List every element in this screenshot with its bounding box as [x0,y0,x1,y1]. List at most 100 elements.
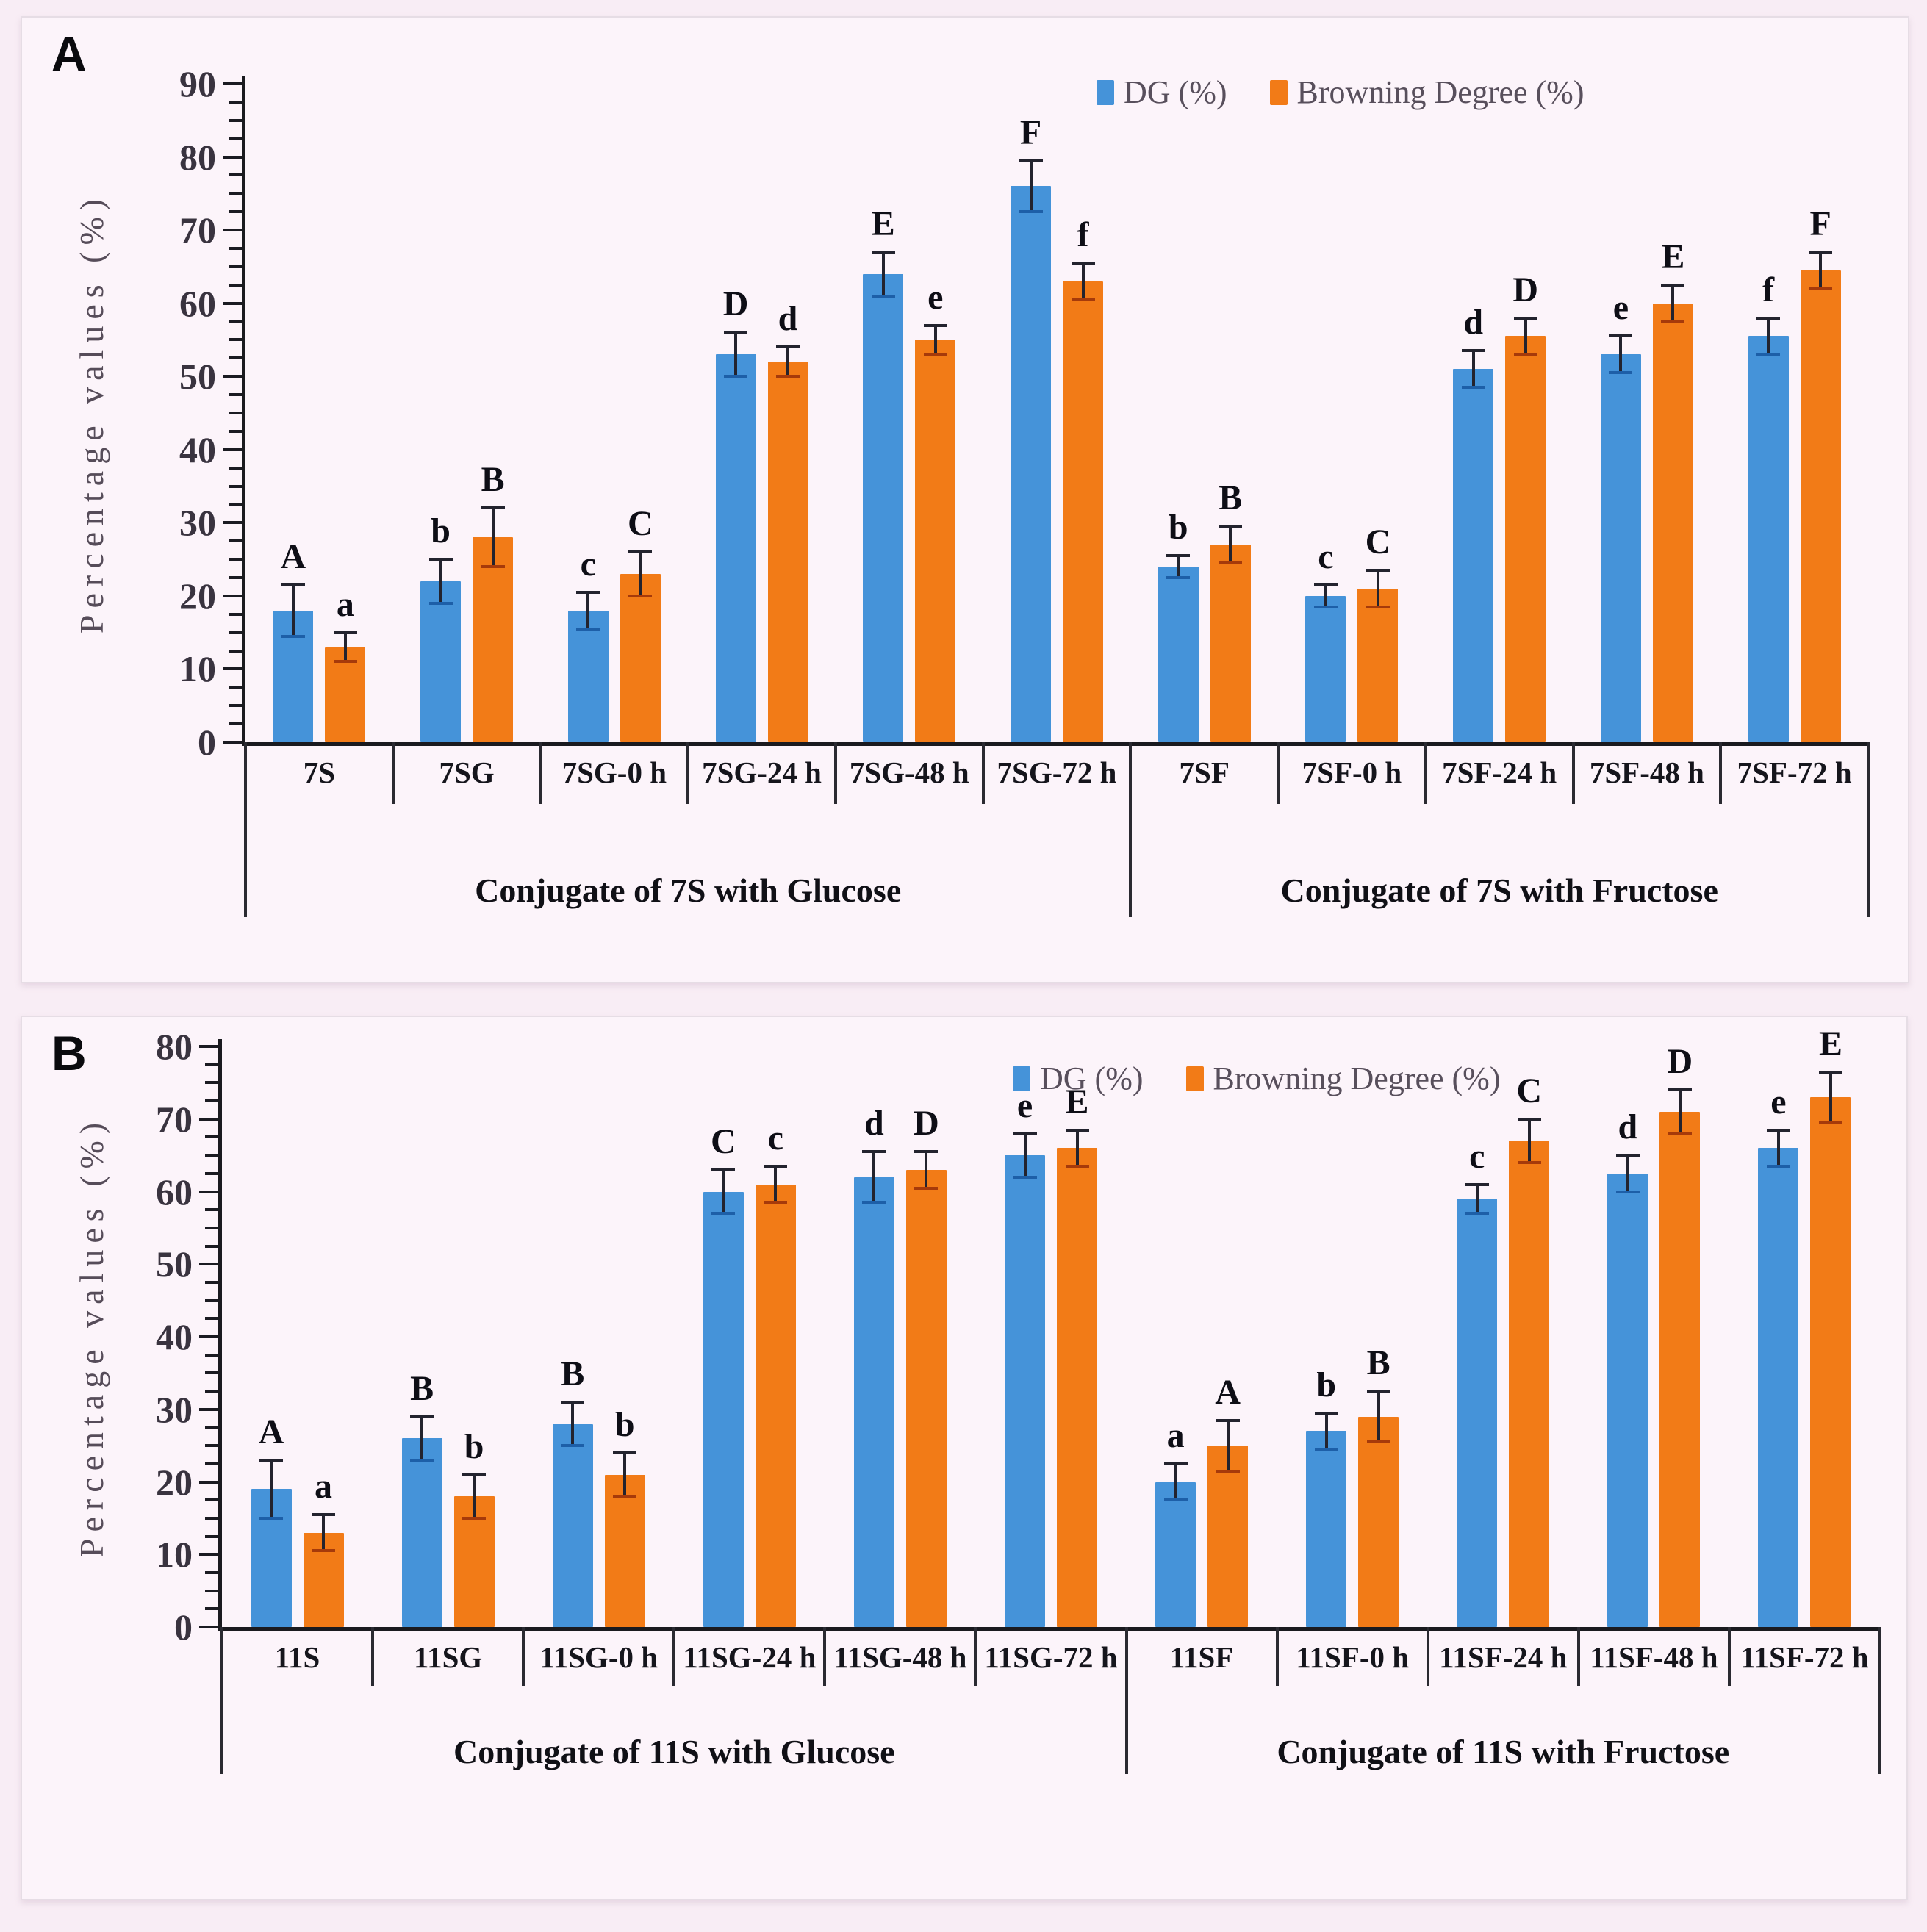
y-tick-mark [199,1553,218,1556]
error-bar [786,347,790,377]
group-bracket-line [1878,1627,1881,1774]
error-bar [1376,570,1379,607]
bar-browning [1800,270,1841,742]
category-divider [823,1627,827,1686]
significance-letter: F [1809,204,1831,243]
category-divider [974,1627,977,1686]
error-cap-bottom [1668,1132,1692,1135]
error-bar [491,508,495,567]
y-tick-label: 70 [179,209,216,251]
significance-letter: F [1019,112,1042,152]
bar-browning [1509,1141,1550,1627]
y-tick-mark [229,539,242,543]
error-cap-top [923,323,947,327]
category-label: 11SG-48 h [833,1640,967,1674]
y-tick-mark [229,612,242,616]
category-label: 11SG [413,1640,483,1674]
error-cap-bottom [871,294,895,298]
error-cap-bottom [561,1444,585,1448]
category-label: 11S [274,1640,320,1674]
y-tick-mark [229,649,242,653]
significance-letter: b [1168,508,1188,547]
error-cap-top [1216,1418,1240,1422]
bar-browning [1810,1097,1851,1627]
error-cap-top [1668,1088,1692,1092]
error-bar [1081,262,1085,300]
category-label: 7SF-24 h [1442,755,1557,789]
group-bracket-line [220,1627,223,1774]
browning-swatch-icon [1185,1066,1204,1091]
significance-letter: E [871,204,895,243]
error-cap-bottom [613,1495,637,1498]
y-tick-mark [223,82,242,85]
y-tick-label: 0 [198,722,216,763]
error-bar [722,1169,725,1214]
significance-letter: D [914,1104,939,1143]
group-bracket-line [1867,742,1870,917]
bar-browning [1357,588,1399,742]
error-cap-top [724,331,748,334]
error-bar [1377,1391,1380,1443]
bar-dg [715,354,756,742]
category-label: 7SG-72 h [997,755,1117,789]
error-cap-top [1313,583,1338,586]
y-tick-mark [205,1371,218,1375]
bar-browning [1659,1111,1701,1627]
error-cap-top [914,1150,939,1154]
error-cap-bottom [410,1458,434,1462]
error-bar [639,552,642,596]
error-cap-top [428,558,453,561]
legend-label: DG (%) [1040,1060,1144,1096]
group-bracket-line [244,742,247,917]
error-bar [1829,1071,1832,1123]
y-tick-mark [229,558,242,561]
error-cap-bottom [1314,1448,1338,1451]
significance-letter: e [927,277,944,317]
legend-label: DG (%) [1124,74,1227,110]
significance-letter: c [1318,536,1334,576]
category-label: 7SF-72 h [1737,755,1852,789]
significance-letter: b [464,1426,484,1466]
error-cap-bottom [724,375,748,378]
error-cap-bottom [1661,320,1685,323]
bar-dg [1457,1199,1498,1627]
significance-letter: E [1818,1024,1842,1063]
error-cap-top [1809,250,1833,254]
error-cap-top [410,1415,434,1418]
significance-letter: B [410,1368,434,1408]
y-tick-label: 10 [179,648,216,690]
y-tick-mark [199,1335,218,1338]
error-cap-top [871,250,895,254]
y-tick-mark [229,631,242,634]
bar-browning [1063,281,1103,742]
error-bar [1226,1420,1230,1471]
significance-letter: a [315,1466,333,1506]
y-tick-label: 70 [156,1098,193,1140]
category-label: 11SF-0 h [1296,1640,1410,1674]
category-label: 11SF [1169,1640,1234,1674]
legend-item-dg: DG (%) [1013,1060,1144,1097]
error-bar [774,1166,778,1203]
error-bar [1174,1463,1177,1501]
error-cap-top [1615,1154,1640,1157]
significance-letter: B [1219,478,1243,518]
error-bar [1177,556,1180,578]
y-tick-mark [223,301,242,305]
category-label: 7SF [1179,755,1230,789]
category-divider [1719,742,1723,804]
bar-dg [1155,1482,1196,1627]
category-label: 11SF-72 h [1740,1640,1869,1674]
significance-letter: A [1215,1372,1241,1412]
y-tick-label: 0 [174,1606,193,1648]
y-tick-label: 40 [156,1316,193,1357]
significance-letter: C [1365,522,1391,562]
group-title: Conjugate of 7S with Fructose [1280,872,1718,909]
bar-browning [620,574,661,742]
error-bar [291,584,295,636]
error-cap-bottom [312,1549,336,1553]
error-cap-top [776,345,800,349]
error-cap-bottom [1163,1498,1188,1502]
error-bar [1776,1130,1780,1166]
error-bar [1619,336,1623,373]
error-cap-top [1366,569,1390,572]
